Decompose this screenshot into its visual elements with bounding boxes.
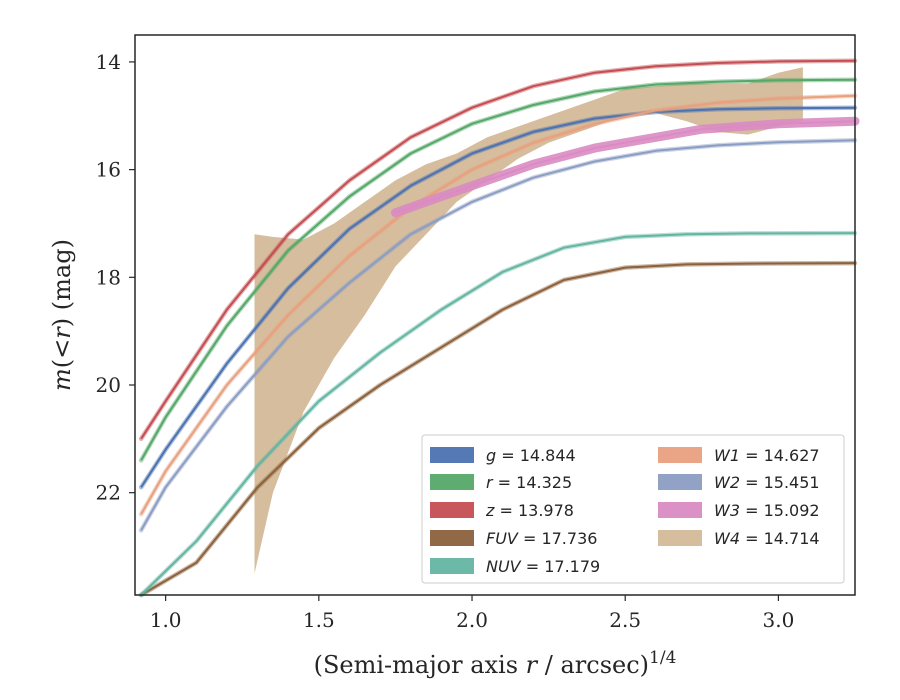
legend-swatch-r [430, 474, 474, 490]
legend-swatch-nuv [430, 558, 474, 574]
legend-label-nuv: NUV = 17.179 [486, 557, 600, 576]
legend-swatch-fuv [430, 530, 474, 546]
x-axis: 1.0 1.5 2.0 2.5 3.0 [150, 595, 794, 632]
legend-label-fuv: FUV = 17.736 [486, 529, 597, 548]
series-line-w2 [140, 139, 856, 531]
x-tick-label: 2.5 [609, 608, 641, 632]
series-line-w3 [395, 120, 856, 214]
legend-swatch-g [430, 447, 474, 463]
series-line-g [140, 106, 856, 488]
legend-label-w4: W4 = 14.714 [714, 529, 820, 548]
y-tick-label: 20 [96, 373, 121, 397]
legend-swatch-w4 [658, 530, 702, 546]
legend-label-w1: W1 = 14.627 [714, 446, 820, 465]
y-tick-label: 18 [96, 265, 121, 289]
y-tick-label: 14 [96, 50, 121, 74]
legend-swatch-z [430, 502, 474, 518]
legend-label-w2: W2 = 15.451 [714, 473, 820, 492]
legend-swatch-w1 [658, 447, 702, 463]
x-tick-label: 3.0 [762, 608, 794, 632]
series-line-fuv [140, 262, 856, 596]
band-layer [254, 67, 803, 574]
y-tick-label: 16 [96, 158, 121, 182]
legend-label-r: r = 14.325 [486, 473, 572, 492]
x-tick-label: 1.0 [150, 608, 182, 632]
legend-swatch-w2 [658, 474, 702, 490]
legend-box [421, 434, 845, 584]
x-axis-label: (Semi-major axis r / arcsec)1/4 [314, 648, 677, 679]
legend-swatch-w3 [658, 502, 702, 518]
series-line-z [140, 59, 856, 440]
line-layer [138, 58, 860, 598]
series-band-w4 [254, 67, 803, 574]
x-tick-label: 1.5 [303, 608, 335, 632]
series-line-w1 [140, 94, 856, 515]
legend-label-z: z = 13.978 [485, 501, 574, 520]
series-line-r [140, 78, 856, 461]
plot-frame [134, 34, 856, 596]
y-axis-label: m(<r) (mag) [48, 239, 76, 391]
series-line-nuv [140, 232, 856, 596]
y-tick-label: 22 [96, 481, 121, 505]
legend: g = 14.844 r = 14.325 z = 13.978 FUV = 17.7… [421, 434, 845, 584]
y-axis: 14 16 18 20 22 [96, 50, 135, 505]
legend-label-w3: W3 = 15.092 [714, 501, 820, 520]
x-tick-label: 2.0 [456, 608, 488, 632]
legend-label-g: g = 14.844 [486, 446, 576, 465]
